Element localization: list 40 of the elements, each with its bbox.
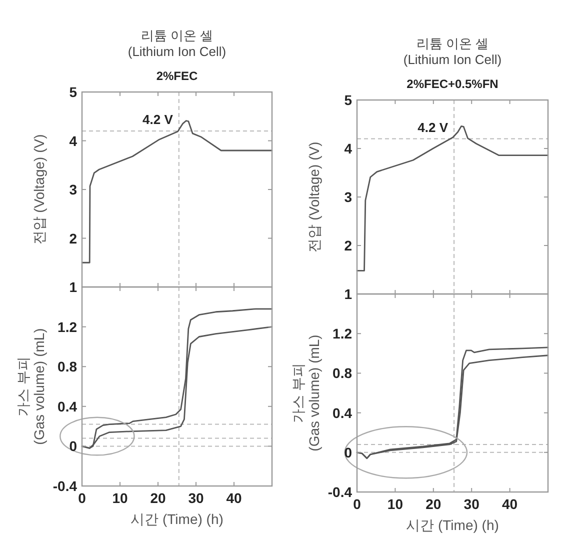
y-axis-title: 전압 (Voltage) (V) — [306, 142, 322, 252]
chart-title: 리튬 이온 셀 (Lithium Ion Cell) — [403, 36, 502, 67]
chart-title: 리튬 이온 셀 (Lithium Ion Cell) — [128, 28, 226, 59]
x-axis-title: 시간 (Time) (h) — [406, 517, 499, 533]
y-tick-label: 0.8 — [58, 358, 78, 375]
y-tick-label: 1.2 — [58, 318, 78, 335]
x-tick-label: 30 — [188, 490, 204, 506]
y-tick-label: 1.2 — [332, 326, 352, 342]
y-axis-title: 가스 부피 (Gas volume) (mL) — [15, 328, 47, 445]
x-tick-label: 40 — [502, 496, 518, 512]
y-tick-label: 2 — [344, 238, 352, 254]
x-tick-label: 30 — [464, 496, 480, 512]
annotation: 4.2 V — [142, 112, 174, 127]
y-tick-label: 0.8 — [332, 365, 352, 382]
y-tick-label: 5 — [69, 84, 78, 100]
x-tick-label: 40 — [226, 490, 242, 506]
y-tick-label: 4 — [69, 132, 78, 149]
y-tick-label: 4 — [344, 140, 352, 156]
chart-subtitle: 2%FEC+0.5%FN — [406, 77, 498, 91]
x-tick-label: 10 — [112, 490, 128, 506]
y-tick-label: 0 — [344, 444, 352, 460]
x-tick-label: 10 — [387, 496, 404, 512]
y-tick-label: 5 — [344, 92, 352, 108]
y-tick-label: -0.4 — [52, 478, 78, 494]
y-tick-label: -0.4 — [328, 484, 352, 500]
y-tick-label: 1 — [344, 286, 352, 302]
x-axis-title: 시간 (Time) (h) — [130, 511, 224, 527]
y-tick-label: 0.4 — [332, 404, 352, 421]
y-tick-label: 3 — [344, 189, 352, 205]
y-tick-label: 0.4 — [58, 398, 78, 414]
chart-subtitle: 2%FEC — [156, 69, 198, 83]
x-tick-label: 20 — [150, 490, 166, 506]
y-axis-title: 전압 (Voltage) (V) — [31, 134, 47, 245]
y-axis-title: 가스 부피 (Gas volume) (mL) — [290, 334, 322, 452]
y-tick-label: 2 — [69, 230, 78, 246]
y-tick-label: 1 — [69, 279, 78, 295]
y-tick-label: 0 — [69, 438, 78, 454]
y-tick-label: 3 — [69, 182, 78, 198]
annotation: 4.2 V — [418, 120, 448, 135]
x-tick-label: 20 — [426, 496, 442, 512]
